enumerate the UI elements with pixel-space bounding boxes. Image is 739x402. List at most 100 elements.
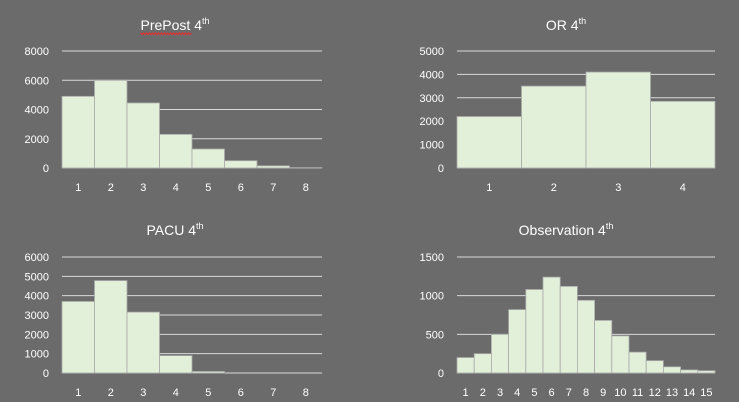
x-tick-label: 3: [615, 182, 621, 194]
chart-title-superscript: th: [579, 16, 587, 26]
bar-3: [126, 311, 160, 374]
y-tick-label: 3000: [420, 93, 444, 105]
y-tick-label: 8000: [25, 46, 49, 58]
x-tick-label: 5: [531, 387, 537, 399]
spellcheck-underline: [140, 32, 192, 36]
bar-4: [650, 100, 716, 169]
bar-2: [521, 85, 587, 169]
x-tick-label: 3: [497, 387, 503, 399]
x-tick-label: 8: [583, 387, 589, 399]
chart-title-superscript: th: [196, 221, 204, 231]
x-tick-label: 1: [75, 387, 81, 399]
bar-6: [224, 160, 258, 169]
bar-2: [94, 280, 128, 374]
x-tick-label: 4: [514, 387, 520, 399]
chart-3: 0 1000 2000 3000 4000 5000 6000 1 2 3 4 5 6 7 8 PACU 4t…: [25, 221, 322, 399]
chart-title: PrePost 4th: [141, 16, 210, 33]
x-tick-label: 7: [270, 387, 276, 399]
bar-6: [542, 276, 561, 374]
x-tick-label: 8: [303, 387, 309, 399]
x-tick-label: 3: [140, 387, 146, 399]
x-tick-label: 2: [108, 182, 114, 194]
y-tick-label: 4000: [420, 69, 444, 81]
bar-4: [159, 133, 193, 169]
y-tick-label: 2000: [25, 134, 49, 146]
x-tick-label: 6: [549, 387, 555, 399]
bar-10: [611, 335, 630, 374]
x-tick-label: 2: [551, 182, 557, 194]
bar-1: [456, 357, 475, 374]
x-tick-label: 8: [303, 182, 309, 194]
y-tick-label: 0: [43, 368, 49, 380]
x-tick-label: 2: [108, 387, 114, 399]
bar-2: [473, 353, 492, 374]
bar-7: [559, 285, 578, 374]
y-tick-label: 500: [426, 329, 444, 341]
chart-title-text: PACU 4: [146, 222, 196, 238]
chart-1: 0 2000 4000 6000 8000 1 2 3 4 5 6 7 8 PrePost 4th: [25, 16, 323, 194]
bar-1: [456, 116, 522, 169]
bar-5: [191, 148, 225, 169]
x-tick-label: 4: [173, 182, 179, 194]
x-tick-label: 1: [486, 182, 492, 194]
x-tick-label: 4: [680, 182, 686, 194]
x-tick-label: 5: [205, 182, 211, 194]
bar-2: [94, 79, 128, 169]
y-tick-label: 5000: [420, 46, 444, 58]
x-tick-label: 1: [463, 387, 469, 399]
bar-1: [61, 95, 95, 169]
bar-3: [490, 333, 509, 374]
y-tick-label: 0: [438, 163, 444, 175]
x-tick-label: 11: [632, 387, 643, 399]
x-tick-label: 6: [238, 387, 244, 399]
chart-title-text: Observation 4: [519, 222, 606, 238]
chart-title: OR 4th: [546, 16, 586, 33]
bar-3: [126, 102, 160, 169]
x-tick-label: 9: [600, 387, 606, 399]
y-tick-label: 4000: [25, 105, 49, 117]
bar-13: [663, 366, 682, 374]
chart-title-text: OR 4: [546, 17, 579, 33]
bar-3: [585, 71, 651, 169]
y-tick-label: 1000: [25, 349, 49, 361]
y-tick-label: 1500: [420, 252, 444, 264]
x-tick-label: 7: [270, 182, 276, 194]
y-tick-label: 5000: [25, 271, 49, 283]
x-tick-label: 12: [649, 387, 661, 399]
chart-title: PACU 4th: [146, 221, 203, 238]
x-tick-label: 4: [173, 387, 179, 399]
y-tick-label: 2000: [25, 329, 49, 341]
y-tick-label: 4000: [25, 291, 49, 303]
x-tick-label: 10: [614, 387, 626, 399]
x-tick-label: 1: [75, 182, 81, 194]
y-tick-label: 0: [43, 163, 49, 175]
y-tick-label: 6000: [25, 252, 49, 264]
x-tick-label: 7: [566, 387, 572, 399]
y-tick-label: 3000: [25, 310, 49, 322]
chart-title-superscript: th: [606, 221, 614, 231]
x-tick-label: 13: [666, 387, 678, 399]
x-tick-label: 15: [700, 387, 712, 399]
x-tick-label: 2: [480, 387, 486, 399]
bar-5: [191, 371, 225, 374]
bar-4: [159, 355, 193, 374]
bar-4: [508, 309, 527, 374]
y-tick-label: 0: [438, 368, 444, 380]
chart-title: Observation 4th: [519, 221, 614, 238]
chart-title-superscript: th: [202, 16, 210, 26]
y-tick-label: 6000: [25, 75, 49, 87]
x-tick-label: 3: [140, 182, 146, 194]
bar-14: [680, 369, 699, 374]
x-tick-label: 5: [205, 387, 211, 399]
x-tick-label: 14: [683, 387, 695, 399]
bar-8: [577, 299, 596, 374]
x-tick-label: 6: [238, 182, 244, 194]
chart-title-text: PrePost 4: [141, 17, 203, 33]
bar-11: [628, 351, 647, 374]
y-tick-label: 1000: [420, 291, 444, 303]
y-tick-label: 1000: [420, 140, 444, 152]
chart-2: 0 1000 2000 3000 4000 5000 1 2 3 4 OR 4th: [420, 16, 716, 194]
bar-9: [594, 320, 613, 374]
